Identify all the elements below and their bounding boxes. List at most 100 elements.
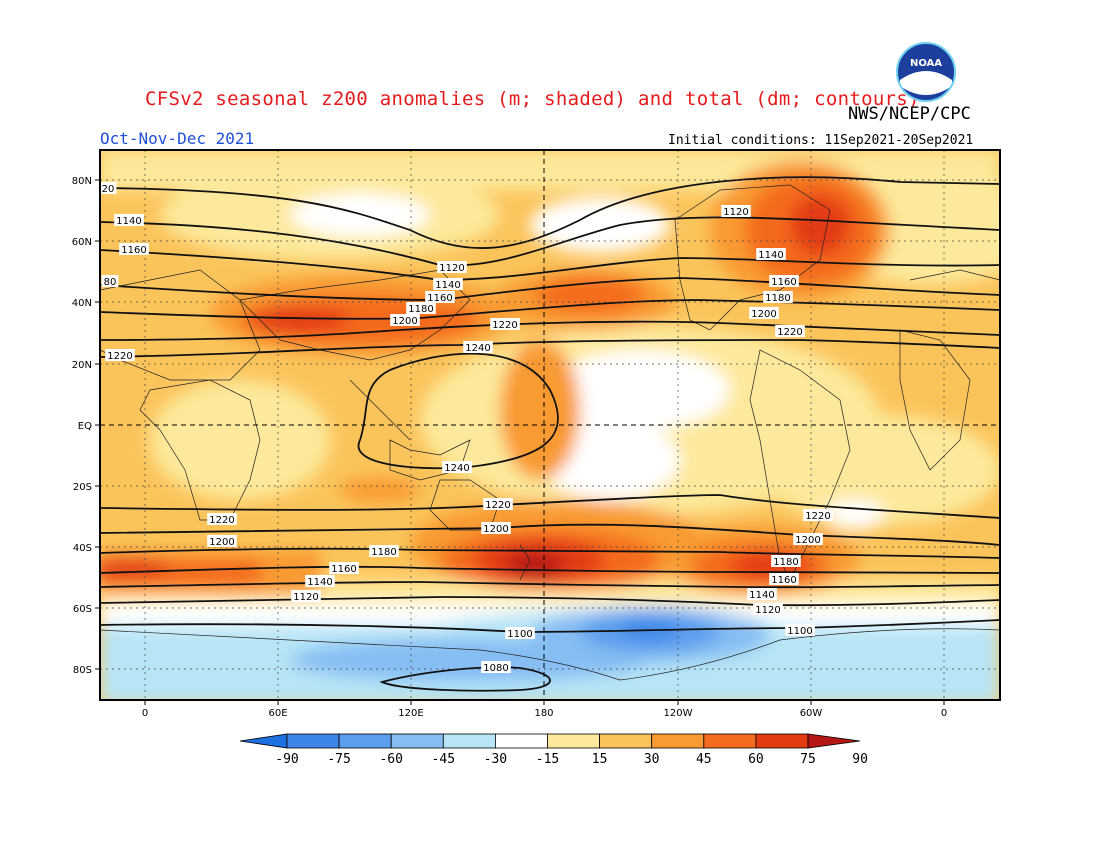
svg-text:1200: 1200 [209,537,234,548]
contour-label: 1160 [425,291,455,304]
contour-label: 1200 [390,314,420,327]
colorbar-right-arrow [807,733,861,749]
initial-conditions-label: Initial conditions: 11Sep2021-20Sep2021 [668,133,974,148]
contour-label: 1140 [305,575,335,588]
contour-label: 80 [101,275,119,288]
colorbar-segment [390,733,444,749]
colorbar-tick-label: 45 [696,752,712,767]
lat-label: 60S [73,604,92,615]
svg-text:1220: 1220 [777,327,802,338]
lat-label: 20S [73,482,92,493]
colorbar-segment [599,733,653,749]
contour-label: 1120 [291,590,321,603]
organization-label: NWS/NCEP/CPC [848,104,971,124]
lat-label: EQ [78,421,92,432]
height-contours [100,176,1000,692]
colorbar-tick-label: -90 [275,752,298,767]
contour-label: 1240 [463,341,493,354]
colorbar-segment [547,733,600,749]
svg-text:1140: 1140 [435,280,460,291]
svg-text:1160: 1160 [771,277,796,288]
contour-label: 1160 [769,275,799,288]
svg-text:1200: 1200 [483,524,508,535]
lat-label: 60N [72,237,92,248]
colorbar-segment [338,733,392,749]
lat-label: 40N [72,298,92,309]
contour-label: 1120 [753,603,783,616]
svg-text:80: 80 [104,277,117,288]
svg-text:1080: 1080 [483,663,508,674]
colorbar-tick-label: 75 [800,752,816,767]
lon-label: 120W [664,708,693,719]
contour-label: 1160 [329,562,359,575]
lon-label: 120E [398,708,423,719]
contour-label: 1220 [483,498,513,511]
contour-label: 1200 [481,522,511,535]
svg-text:1100: 1100 [787,626,812,637]
contour-label: 1140 [747,588,777,601]
contour-label: 1200 [793,533,823,546]
svg-text:1240: 1240 [465,343,490,354]
noaa-logo-icon: NOAA [896,42,956,102]
svg-text:1240: 1240 [444,463,469,474]
svg-text:1100: 1100 [507,629,532,640]
contour-label: 1140 [114,214,144,227]
logo-lettering: NOAA [910,58,942,69]
season-label: Oct-Nov-Dec 2021 [100,129,255,148]
svg-text:1220: 1220 [805,511,830,522]
contour-label: 1240 [442,461,472,474]
svg-text:1140: 1140 [116,216,141,227]
latitude-labels: 80N 60N 40N 20N EQ 20S 40S 60S 80S [72,176,92,676]
colorbar-tick-label: -75 [327,752,350,767]
contour-label: 1200 [749,307,779,320]
contour-label: 1220 [775,325,805,338]
colorbar-segment [703,733,757,749]
svg-text:1180: 1180 [773,557,798,568]
svg-text:1220: 1220 [107,351,132,362]
colorbar-left-arrow [239,733,288,749]
svg-text:1140: 1140 [758,250,783,261]
svg-text:1180: 1180 [371,547,396,558]
colorbar-segment [494,733,548,749]
contour-label: 1100 [505,627,535,640]
contour-label: 1140 [433,278,463,291]
svg-text:1220: 1220 [492,320,517,331]
svg-text:1200: 1200 [751,309,776,320]
contour-label: 1220 [105,349,135,362]
svg-text:1120: 1120 [439,263,464,274]
svg-text:1140: 1140 [749,590,774,601]
contour-label: 1200 [207,535,237,548]
colorbar-tick-label: -15 [536,752,559,767]
svg-text:1180: 1180 [408,304,433,315]
svg-text:1220: 1220 [485,500,510,511]
contour-label: 1160 [119,243,149,256]
svg-text:1160: 1160 [121,245,146,256]
colorbar-tick-label: 60 [748,752,764,767]
svg-text:1200: 1200 [795,535,820,546]
lat-lon-grid [100,150,1000,700]
contour-label: 1180 [763,291,793,304]
contour-label: 1080 [481,661,511,674]
colorbar: -90 -75 -60 -45 -30 -15 15 30 45 60 75 90 [239,733,868,767]
colorbar-segment [286,733,340,749]
svg-text:1220: 1220 [209,515,234,526]
contour-label: 1160 [769,573,799,586]
colorbar-tick-label: -45 [432,752,455,767]
colorbar-tick-label: -30 [484,752,507,767]
contour-label: 1220 [803,509,833,522]
lat-label: 80N [72,176,92,187]
svg-text:1120: 1120 [755,605,780,616]
contour-label: 1120 [437,261,467,274]
contour-label: 1220 [207,513,237,526]
lon-label: 60W [800,708,823,719]
contour-label: 1100 [785,624,815,637]
svg-text:1160: 1160 [331,564,356,575]
colorbar-tick-label: 30 [644,752,660,767]
lon-label: 60E [268,708,287,719]
longitude-labels: 0 60E 120E 180 120W 60W 0 [142,708,947,719]
colorbar-tick-label: -60 [379,752,402,767]
lon-label: 0 [941,708,947,719]
